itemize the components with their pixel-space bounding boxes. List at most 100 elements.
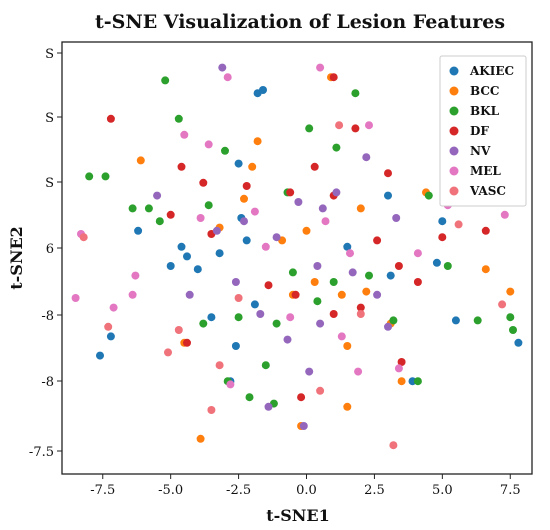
- point-nv: [373, 290, 382, 299]
- point-nv: [272, 233, 281, 242]
- point-mel: [286, 313, 295, 322]
- point-df: [413, 278, 422, 286]
- point-mel: [365, 121, 373, 130]
- point-bkl: [272, 319, 281, 328]
- point-bkl: [413, 377, 422, 386]
- point-vasc: [389, 441, 398, 450]
- point-mel: [261, 242, 270, 251]
- point-akiec: [250, 300, 259, 309]
- legend: AKIEC BCC BKL DF NV MEL VASC: [439, 55, 527, 207]
- point-akiec: [386, 271, 395, 280]
- point-df: [373, 236, 382, 245]
- point-df: [183, 338, 191, 347]
- point-bkl: [313, 297, 322, 306]
- point-mel: [316, 63, 325, 72]
- point-nv: [153, 191, 162, 200]
- point-bcc: [397, 377, 406, 386]
- point-nv: [283, 335, 292, 344]
- point-nv: [294, 198, 303, 206]
- point-mel: [337, 332, 346, 341]
- point-bkl: [506, 313, 515, 322]
- point-bkl: [245, 393, 254, 402]
- point-bkl: [288, 268, 297, 277]
- point-nv: [264, 402, 273, 411]
- legend-label-bcc: BCC: [470, 84, 499, 98]
- point-bkl: [174, 114, 183, 123]
- point-akiec: [134, 226, 143, 235]
- point-akiec: [234, 159, 243, 168]
- point-nv: [316, 319, 325, 328]
- x-tick-label: -2.5: [226, 483, 251, 498]
- point-akiec: [514, 338, 523, 347]
- legend-label-bkl: BKL: [470, 104, 500, 118]
- legend-marker-bcc: [449, 86, 459, 96]
- point-akiec: [432, 258, 441, 267]
- point-bcc: [310, 278, 319, 286]
- point-bcc: [356, 204, 365, 213]
- point-df: [384, 169, 392, 178]
- legend-marker-bkl: [449, 106, 459, 116]
- point-df: [397, 358, 406, 366]
- point-nv: [332, 188, 341, 197]
- point-mel: [196, 214, 205, 222]
- point-bkl: [509, 326, 517, 334]
- x-tick-label: -5.0: [158, 483, 183, 498]
- point-bkl: [332, 143, 341, 152]
- point-df: [106, 114, 115, 123]
- point-nv: [231, 278, 240, 286]
- point-mel: [250, 207, 259, 216]
- y-tick-label: -8: [41, 309, 54, 324]
- point-mel: [128, 290, 137, 299]
- point-mel: [346, 249, 354, 258]
- point-vasc: [234, 294, 243, 302]
- point-vasc: [174, 326, 183, 334]
- legend-marker-akiec: [449, 66, 459, 76]
- point-bkl: [473, 316, 482, 325]
- point-df: [166, 210, 175, 219]
- point-nv: [218, 63, 227, 72]
- point-vasc: [164, 348, 172, 357]
- point-nv: [299, 422, 308, 430]
- y-tick-label: S: [45, 47, 54, 62]
- point-bcc: [248, 162, 257, 171]
- point-nv: [185, 290, 194, 299]
- x-axis: -7.5 -5.0 -2.5 0.0 2.5 5.0 7.5: [90, 474, 521, 498]
- x-tick-label: 2.5: [364, 483, 385, 498]
- point-mel: [413, 249, 422, 258]
- point-akiec: [242, 236, 251, 245]
- point-df: [264, 281, 273, 290]
- point-df: [177, 162, 186, 171]
- point-vasc: [498, 300, 507, 309]
- point-df: [291, 290, 300, 299]
- legend-marker-mel: [449, 166, 459, 176]
- scatter-points: [71, 63, 523, 450]
- point-bkl: [128, 204, 137, 213]
- legend-label-df: DF: [470, 124, 489, 138]
- point-bkl: [144, 204, 153, 213]
- x-tick-label: 7.5: [500, 483, 521, 498]
- point-akiec: [231, 342, 240, 350]
- point-bkl: [234, 313, 243, 322]
- legend-label-mel: MEL: [470, 164, 501, 178]
- point-df: [351, 124, 360, 133]
- point-bkl: [85, 172, 94, 181]
- y-tick-label: 6: [46, 242, 54, 257]
- point-df: [297, 393, 306, 402]
- legend-label-nv: NV: [470, 144, 491, 158]
- chart-title: t-SNE Visualization of Lesion Features: [95, 11, 505, 33]
- point-df: [394, 262, 403, 270]
- point-bkl: [443, 262, 452, 270]
- point-nv: [392, 214, 401, 222]
- point-bkl: [365, 271, 373, 280]
- point-bkl: [329, 278, 338, 286]
- point-nv: [384, 322, 392, 331]
- point-mel: [204, 140, 213, 149]
- point-akiec: [106, 332, 115, 341]
- x-axis-label: t-SNE1: [266, 506, 330, 525]
- point-nv: [240, 217, 248, 226]
- point-akiec: [207, 313, 216, 322]
- point-akiec: [384, 191, 392, 200]
- point-df: [199, 178, 208, 187]
- x-tick-label: -7.5: [90, 483, 115, 498]
- point-df: [329, 73, 338, 82]
